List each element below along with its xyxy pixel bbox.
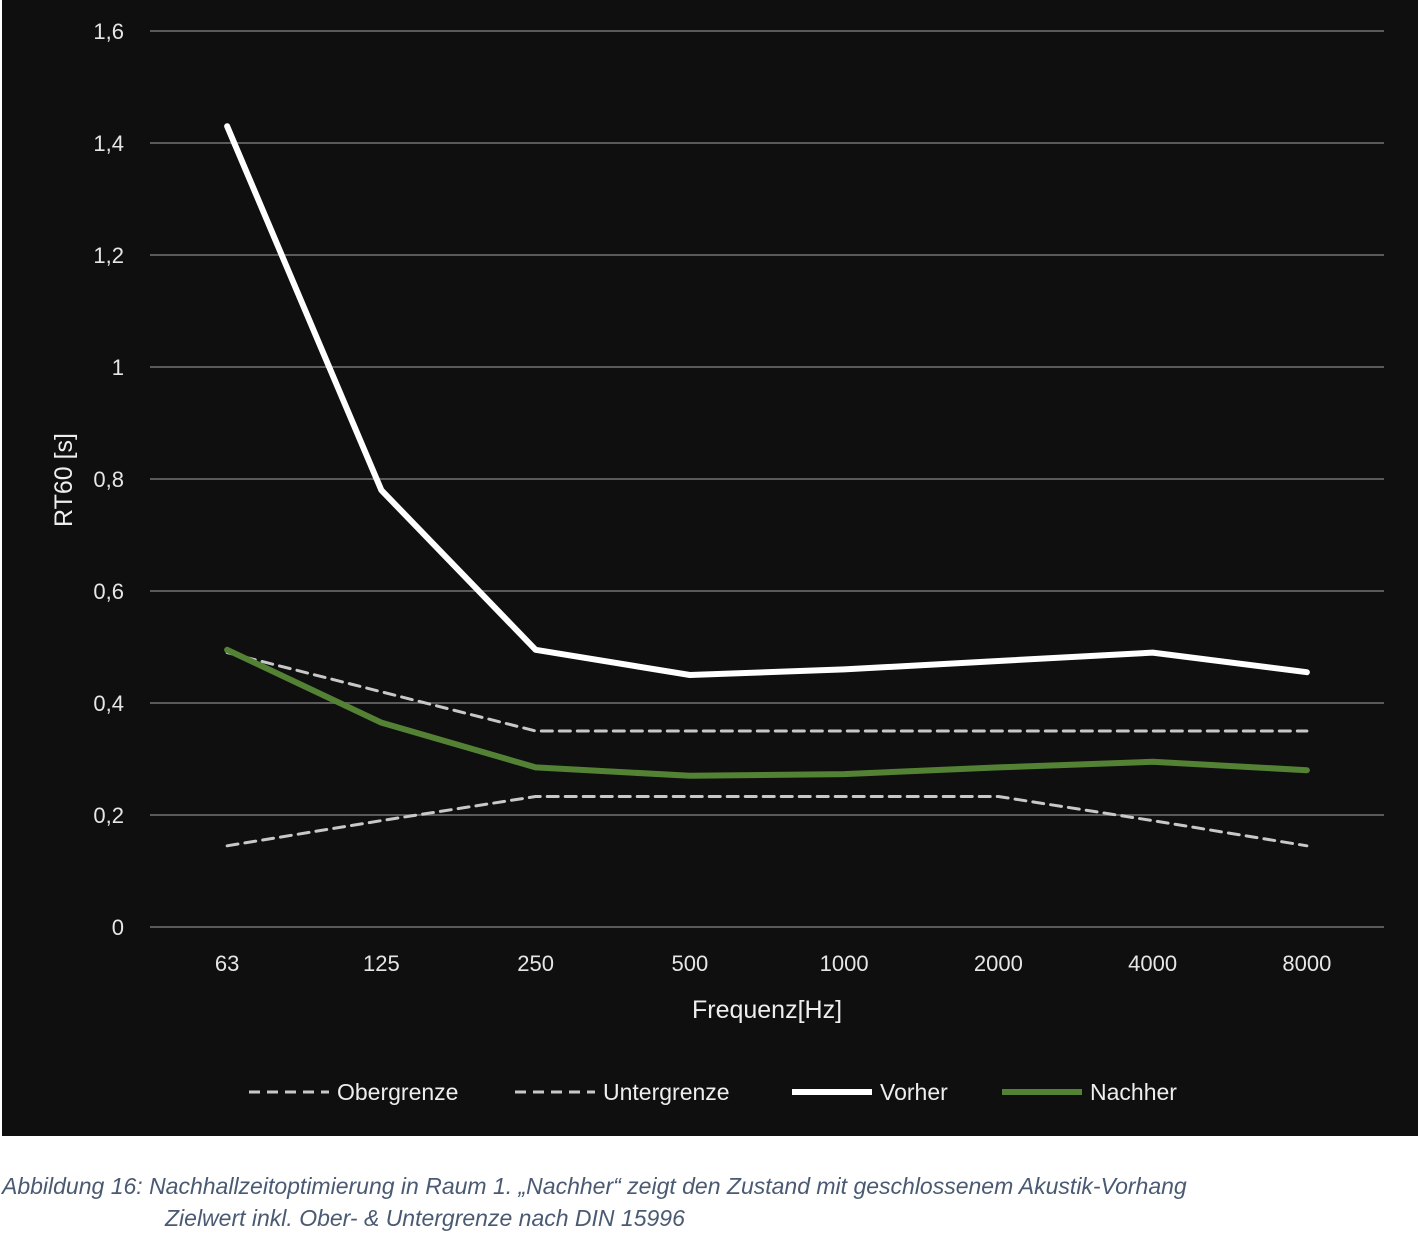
y-axis-label: RT60 [s]: [50, 433, 78, 527]
x-tick-label: 250: [517, 951, 554, 976]
y-tick-labels: 0 0,2 0,4 0,6 0,8 1 1,2 1,4 1,6: [93, 19, 124, 940]
y-tick-label: 1: [112, 355, 124, 380]
y-tick-label: 1,2: [93, 243, 124, 268]
legend-label-obergrenze: Obergrenze: [337, 1079, 458, 1105]
x-tick-label: 8000: [1282, 951, 1331, 976]
x-tick-label: 1000: [820, 951, 869, 976]
rt60-line-chart: 0 0,2 0,4 0,6 0,8 1 1,2 1,4 1,6 63 125 250 500 1000 2…: [50, 19, 1384, 1105]
gridlines: [150, 30, 1384, 928]
series-line-nachher: [224, 646, 1310, 779]
x-tick-labels: 63 125 250 500 1000 2000 4000 8000: [215, 951, 1331, 976]
y-tick-label: 0,6: [93, 579, 124, 604]
x-tick-label: 63: [215, 951, 239, 976]
chart-panel: 0 0,2 0,4 0,6 0,8 1 1,2 1,4 1,6 63 125 250 500 1000 2…: [2, 0, 1418, 1136]
x-tick-label: 4000: [1128, 951, 1177, 976]
x-axis-label: Frequenz[Hz]: [692, 996, 842, 1024]
caption-line-1: Abbildung 16: Nachhallzeitoptimierung in…: [2, 1173, 1187, 1199]
series-line-untergrenze: [225, 795, 1309, 848]
y-tick-label: 0,2: [93, 803, 124, 828]
x-tick-label: 125: [363, 951, 400, 976]
legend-label-vorher: Vorher: [880, 1079, 948, 1105]
series-line-obergrenze: [225, 651, 1309, 733]
series-line-vorher: [224, 123, 1310, 678]
legend: Obergrenze Untergrenze Vorher Nachher: [249, 1079, 1177, 1105]
legend-label-nachher: Nachher: [1090, 1079, 1177, 1105]
x-tick-label: 2000: [974, 951, 1023, 976]
y-tick-label: 0,4: [93, 691, 124, 716]
caption-line-2: Zielwert inkl. Ober- & Untergrenze nach …: [165, 1205, 685, 1231]
figure-caption: Abbildung 16: Nachhallzeitoptimierung in…: [0, 1170, 1420, 1234]
y-tick-label: 0: [112, 915, 124, 940]
y-tick-label: 1,4: [93, 131, 124, 156]
legend-label-untergrenze: Untergrenze: [603, 1079, 730, 1105]
x-tick-label: 500: [672, 951, 709, 976]
series-lines: [224, 123, 1310, 848]
y-tick-label: 1,6: [93, 19, 124, 44]
y-tick-label: 0,8: [93, 467, 124, 492]
